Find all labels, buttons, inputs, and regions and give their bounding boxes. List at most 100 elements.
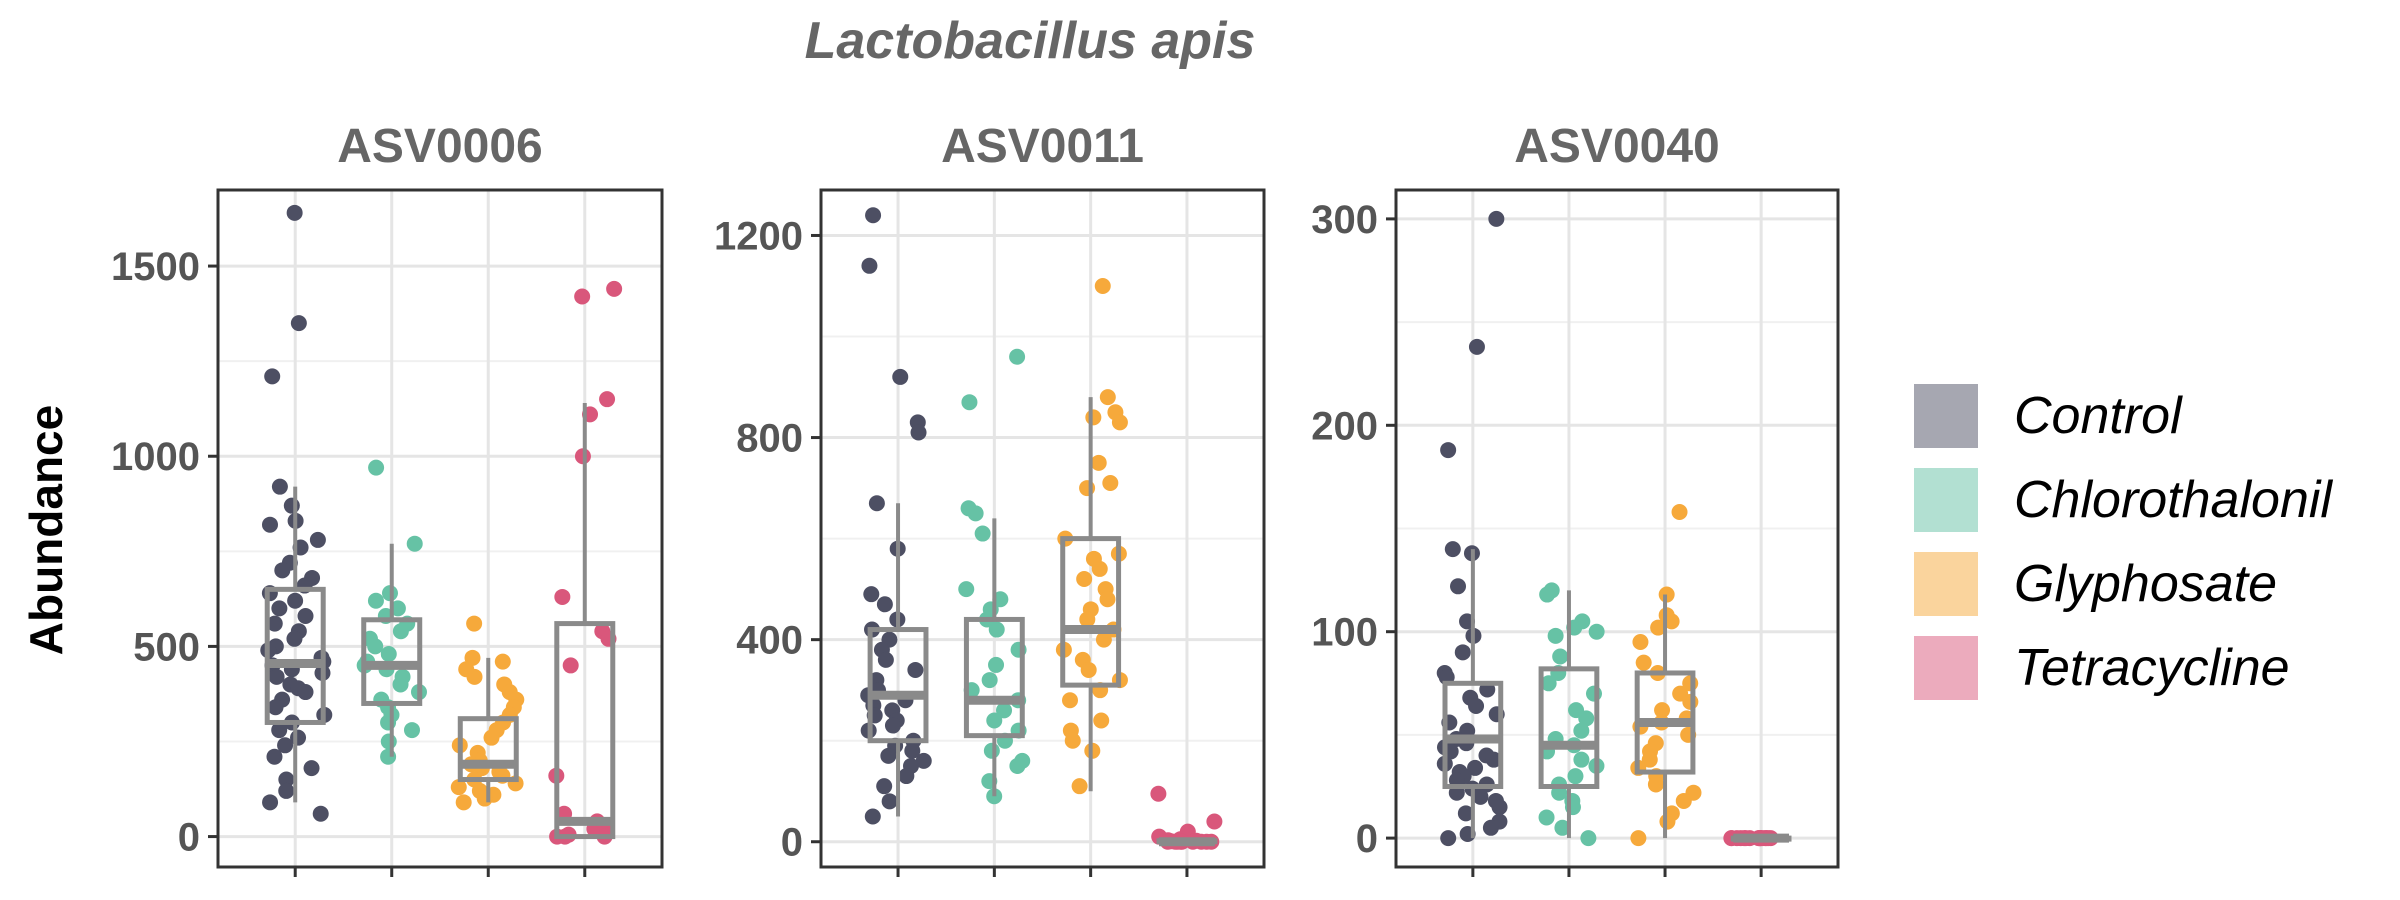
panel-asv0011-point-glyphosate xyxy=(1076,571,1093,588)
panel-asv0006-point-control xyxy=(262,794,279,811)
panel-asv0006-point-control xyxy=(287,592,304,609)
panel-asv0006-y-tick-label: 1500 xyxy=(111,245,200,289)
panel-asv0011-point-tetracycline xyxy=(1150,785,1167,802)
panel-asv0040-point-glyphosate xyxy=(1650,619,1667,636)
panel-asv0006-point-control xyxy=(309,531,326,548)
legend-label-tetracycline: Tetracycline xyxy=(2014,639,2290,697)
panel-asv0006-point-control xyxy=(266,748,283,765)
panel-asv0006-point-control xyxy=(286,630,303,647)
panel-asv0011-point-glyphosate xyxy=(1090,454,1107,471)
panel-asv0040-point-control xyxy=(1472,788,1489,805)
panel-asv0011-point-control xyxy=(881,793,898,810)
panel-asv0040-point-chlorothalonil xyxy=(1538,809,1555,826)
panel-asv0011-point-control xyxy=(910,424,927,441)
panel-asv0040-box-control xyxy=(1442,549,1504,839)
panel-asv0011-box-tetracycline xyxy=(1156,837,1218,847)
panel-asv0011-point-control xyxy=(864,808,881,825)
panel-asv0011-point-chlorothalonil xyxy=(996,702,1013,719)
panel-asv0011-point-glyphosate xyxy=(1079,480,1096,497)
panel-asv0006-point-chlorothalonil xyxy=(389,600,406,617)
panel-asv0040-box-tetracycline xyxy=(1730,833,1792,843)
panel-asv0011-point-chlorothalonil xyxy=(974,525,991,542)
panel-asv0011-point-glyphosate xyxy=(1102,475,1119,492)
panel-asv0040-point-control xyxy=(1485,751,1502,768)
panel-asv0011-box-glyphosate xyxy=(1060,397,1122,792)
panel-asv0006-point-control xyxy=(264,368,281,385)
panel-asv0040-point-chlorothalonil xyxy=(1580,830,1597,847)
panel-asv0040-y-tick-label: 100 xyxy=(1311,611,1378,655)
panel-asv0011-point-chlorothalonil xyxy=(961,394,978,411)
panel-asv0011-point-control xyxy=(904,742,921,759)
legend-item-chlorothalonil: Chlorothalonil xyxy=(1914,468,2333,532)
panel-asv0006-point-control xyxy=(283,497,300,514)
panel-asv0006-strip-label: ASV0006 xyxy=(337,120,542,173)
panel-asv0011-point-control xyxy=(876,596,893,613)
legend-label-glyphosate: Glyphosate xyxy=(2014,555,2277,613)
panel-asv0006-point-glyphosate xyxy=(466,615,483,632)
panel-asv0006-point-tetracycline xyxy=(574,288,591,305)
panel-asv0006-border xyxy=(216,188,664,869)
panel-asv0040-box-chlorothalonil-iqr xyxy=(1538,666,1600,790)
panel-asv0040-point-glyphosate xyxy=(1663,613,1680,630)
panel-asv0040-point-control xyxy=(1454,644,1471,661)
panel-asv0040-point-control xyxy=(1440,442,1457,459)
panel-asv0006-point-control xyxy=(274,562,291,579)
panel-asv0040-point-control xyxy=(1468,338,1485,355)
panel-asv0040-point-chlorothalonil xyxy=(1552,648,1569,665)
panel-asv0006-box-tetracycline xyxy=(554,402,616,840)
panel-asv0011-background xyxy=(821,190,1264,867)
panel-asv0011-point-glyphosate xyxy=(1099,591,1116,608)
panel-asv0006-y-tick-label: 0 xyxy=(178,816,200,860)
panel-asv0006-point-tetracycline xyxy=(606,280,623,297)
panel-asv0006-point-chlorothalonil xyxy=(367,638,384,655)
panel-asv0011-point-control xyxy=(892,368,909,385)
panel-asv0011-y-tick-label: 400 xyxy=(736,619,803,663)
panel-asv0040-point-glyphosate xyxy=(1675,792,1692,809)
panel-asv0006-y-tick-label: 500 xyxy=(133,625,200,669)
chart-title: Lactobacillus apis xyxy=(805,12,1256,70)
panel-asv0011-point-glyphosate xyxy=(1080,661,1097,678)
panel-asv0006-point-control xyxy=(267,699,284,716)
panel-asv0040-strip-label: ASV0040 xyxy=(1514,120,1719,173)
panel-asv0040-point-chlorothalonil xyxy=(1554,819,1571,836)
panel-asv0011-box-control xyxy=(867,503,929,817)
panel-asv0006-point-chlorothalonil xyxy=(368,459,385,476)
panel-asv0006-point-glyphosate xyxy=(476,790,493,807)
panel-asv0006-point-control xyxy=(268,668,285,685)
panel-asv0040-point-control xyxy=(1491,799,1508,816)
panel-asv0006-point-glyphosate xyxy=(494,653,511,670)
panel-asv0006-point-glyphosate xyxy=(450,779,467,796)
panel-asv0011-box-glyphosate-iqr xyxy=(1060,536,1122,688)
panel-asv0040-point-chlorothalonil xyxy=(1573,751,1590,768)
panel-asv0040-point-chlorothalonil xyxy=(1547,627,1564,644)
panel-asv0040-point-control xyxy=(1488,210,1505,227)
panel-asv0006-point-glyphosate xyxy=(483,729,500,746)
panel-asv0011-point-glyphosate xyxy=(1079,611,1096,628)
panel-asv0006-box-chlorothalonil xyxy=(361,543,423,757)
panel-asv0006-box-glyphosate-iqr xyxy=(457,716,519,783)
panel-asv0011-point-glyphosate xyxy=(1064,732,1081,749)
legend-key-control xyxy=(1914,384,1978,448)
panel-asv0040-point-chlorothalonil xyxy=(1567,768,1584,785)
panel-asv0040-y-tick-label: 300 xyxy=(1311,198,1378,242)
legend-key-chlorothalonil xyxy=(1914,468,1978,532)
panel-asv0011-box-chlorothalonil-iqr xyxy=(963,616,1025,739)
panel-asv0011-box-chlorothalonil xyxy=(963,518,1025,797)
panel-asv0011-point-control xyxy=(907,661,924,678)
panel-asv0040-point-control xyxy=(1468,698,1485,715)
panel-asv0040-point-glyphosate xyxy=(1635,654,1652,671)
panel-asv0011-point-glyphosate xyxy=(1071,778,1088,795)
panel-asv0011-point-control xyxy=(880,747,897,764)
panel-asv0040-border xyxy=(1394,188,1840,869)
panel-asv0006-point-tetracycline xyxy=(562,657,579,674)
panel-asv0006-box-tetracycline-iqr xyxy=(554,621,616,840)
panel-asv0011-point-glyphosate xyxy=(1099,389,1116,406)
panel-asv0040-point-chlorothalonil xyxy=(1588,623,1605,640)
panel-asv0011-point-control xyxy=(915,752,932,769)
panel-asv0040-point-glyphosate xyxy=(1632,634,1649,651)
panel-asv0040-point-chlorothalonil xyxy=(1540,675,1557,692)
panel-asv0040-point-chlorothalonil xyxy=(1585,685,1602,702)
panel-asv0011-point-glyphosate xyxy=(1093,712,1110,729)
panel-asv0011-y-tick-label: 0 xyxy=(781,821,803,865)
panel-asv0006-point-control xyxy=(303,760,320,777)
